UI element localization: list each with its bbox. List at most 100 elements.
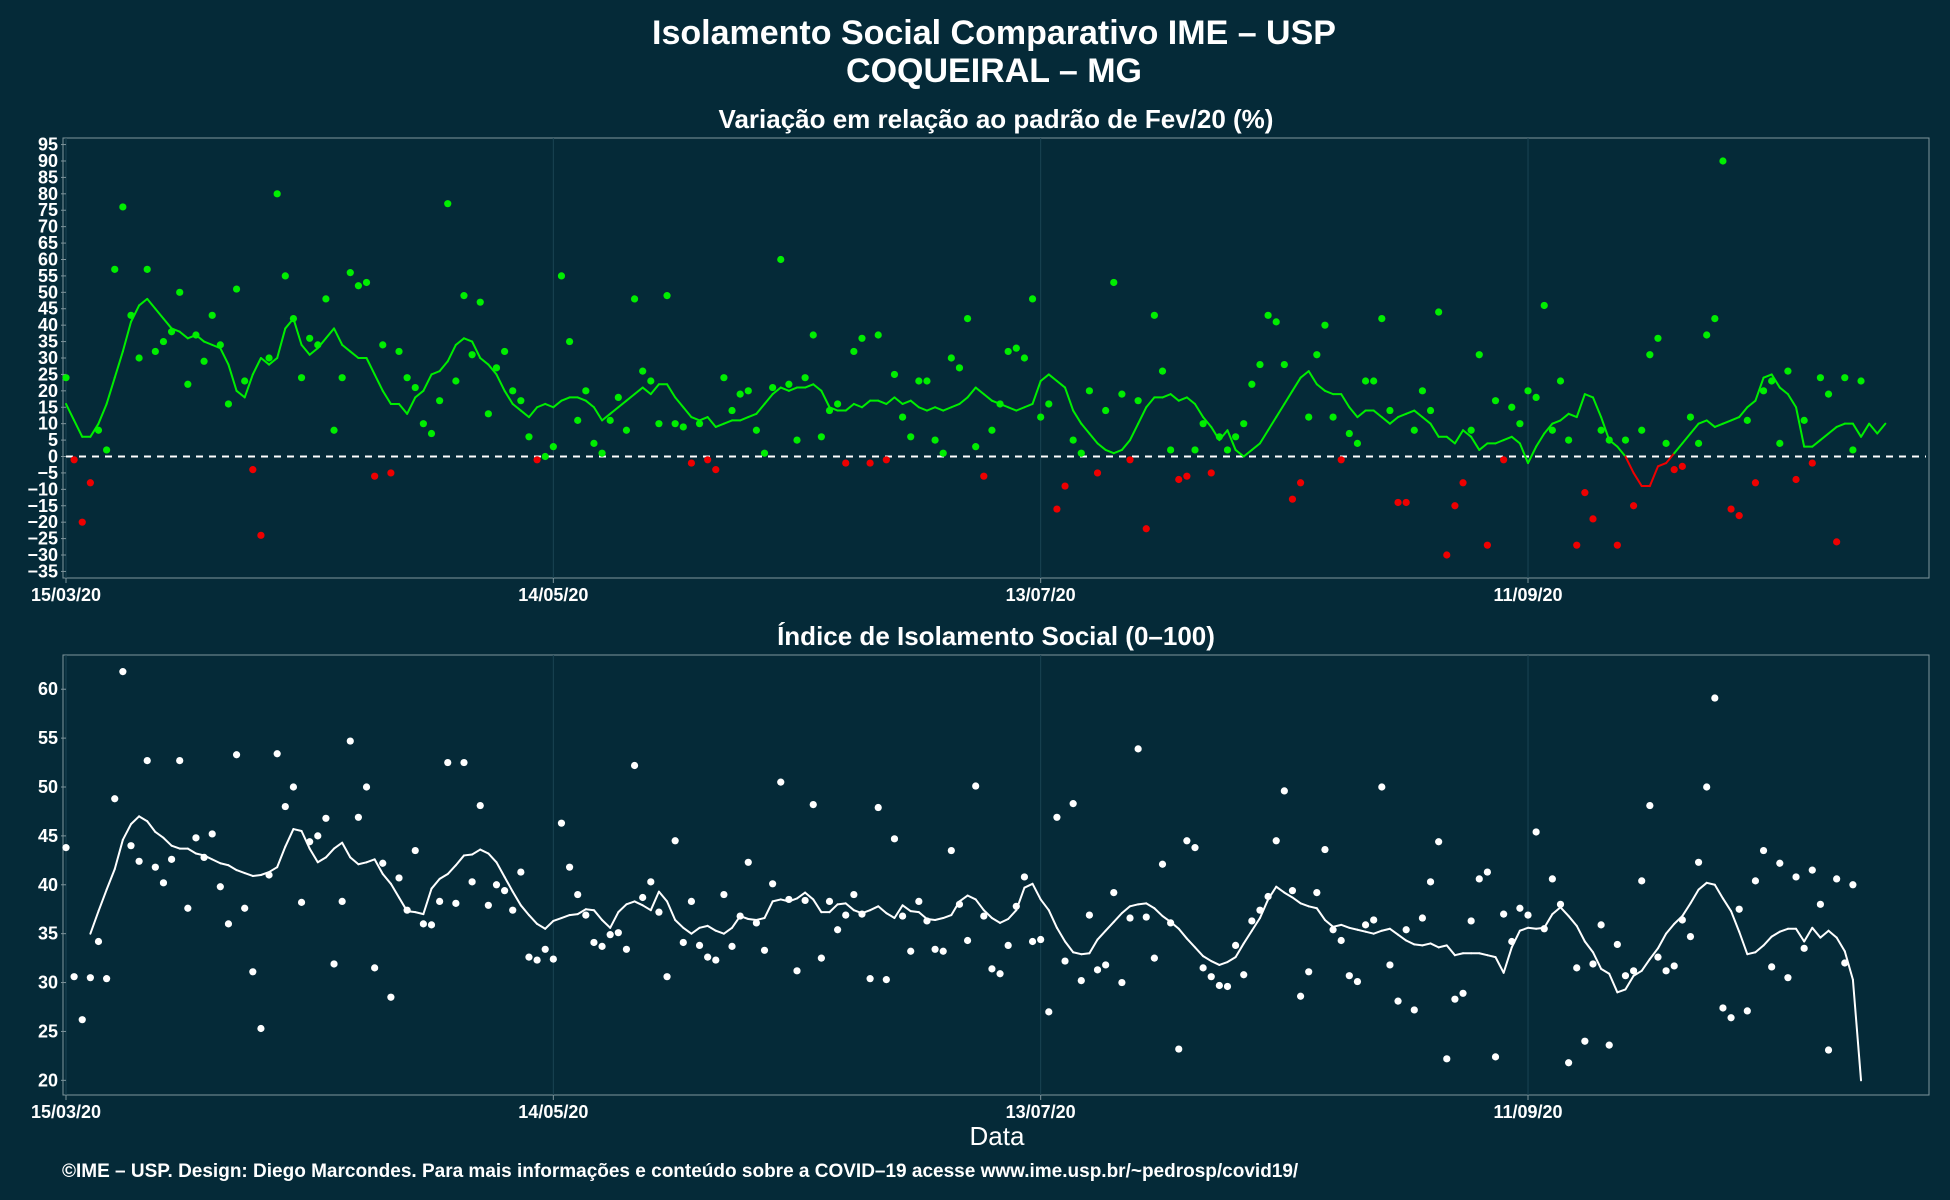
data-point — [1378, 314, 1386, 323]
index-moving-average-line — [89, 815, 1863, 1082]
data-point — [793, 436, 801, 444]
y-tick-label: −25 — [27, 529, 58, 549]
moving-average-segment — [609, 911, 620, 929]
data-point — [1483, 541, 1491, 549]
data-point — [1248, 380, 1256, 388]
moving-average-segment — [1632, 969, 1643, 977]
y-tick-label: 25 — [38, 364, 58, 384]
moving-average-segment — [1453, 429, 1465, 445]
data-point — [769, 383, 777, 392]
data-point — [265, 871, 273, 879]
data-point — [192, 834, 200, 842]
moving-average-segment — [1388, 927, 1400, 936]
data-point — [1232, 433, 1240, 441]
data-point — [192, 331, 200, 339]
y-tick-label: 75 — [38, 200, 58, 220]
data-point — [1670, 466, 1678, 474]
data-point — [411, 846, 419, 855]
moving-average-segment — [1161, 393, 1172, 399]
moving-average-segment — [966, 894, 977, 901]
data-point — [882, 976, 890, 984]
data-point — [1524, 911, 1532, 919]
data-point — [1808, 459, 1816, 467]
moving-average-segment — [1762, 373, 1773, 379]
moving-average-segment — [1778, 386, 1789, 396]
moving-average-segment — [146, 297, 157, 310]
data-point — [866, 975, 874, 983]
data-point — [1053, 505, 1061, 513]
moving-average-segment — [503, 389, 514, 405]
data-point — [1126, 914, 1134, 922]
data-point — [1386, 406, 1394, 415]
moving-average-segment — [1445, 944, 1456, 957]
data-point — [427, 921, 436, 929]
variation-x-axis: 15/03/20 14/05/20 13/07/20 11/09/20 — [31, 578, 1563, 605]
data-point — [1743, 1007, 1751, 1015]
data-point — [1759, 846, 1768, 855]
moving-average-segment — [909, 399, 920, 409]
data-point — [963, 936, 972, 945]
data-point — [1158, 367, 1167, 375]
data-point — [825, 897, 834, 906]
moving-average-segment — [471, 340, 482, 359]
moving-average-segment — [1405, 409, 1416, 415]
y-tick-label: 40 — [38, 875, 58, 895]
data-point — [988, 426, 996, 434]
data-point — [801, 374, 809, 382]
index-panel: Índice de Isolamento Social (0–100) 60 55… — [31, 621, 1930, 1151]
y-tick-label: 70 — [38, 217, 58, 237]
data-point — [1565, 436, 1573, 444]
data-point — [695, 941, 704, 950]
data-point — [996, 400, 1004, 408]
data-point — [1516, 904, 1524, 912]
data-point — [777, 255, 785, 264]
data-point — [1199, 420, 1207, 428]
moving-average-segment — [268, 866, 279, 874]
data-point — [1491, 397, 1500, 405]
moving-average-segment — [1600, 416, 1611, 442]
moving-average-segment — [1535, 432, 1546, 448]
data-point — [663, 973, 671, 981]
moving-average-segment — [365, 357, 376, 376]
moving-average-segment — [1080, 952, 1091, 956]
y-tick-label: −20 — [27, 512, 58, 532]
data-point — [1313, 351, 1321, 359]
data-point — [338, 374, 346, 382]
data-point — [1694, 439, 1703, 447]
moving-average-segment — [674, 396, 685, 409]
data-point — [1792, 873, 1800, 881]
moving-average-segment — [1648, 947, 1659, 961]
data-point — [1426, 406, 1435, 415]
data-point — [1451, 995, 1459, 1003]
moving-average-segment — [633, 386, 644, 396]
moving-average-segment — [974, 898, 985, 912]
moving-average-segment — [771, 386, 782, 396]
data-point — [1589, 960, 1597, 968]
data-point — [898, 912, 907, 920]
moving-average-segment — [495, 373, 506, 392]
data-point — [639, 893, 647, 902]
data-point — [980, 472, 988, 480]
data-point — [1353, 977, 1362, 986]
moving-average-segment — [690, 416, 701, 422]
moving-average-segment — [1372, 929, 1383, 935]
moving-average-segment — [706, 416, 717, 428]
data-point — [842, 911, 850, 919]
moving-average-segment — [1868, 422, 1879, 435]
data-point — [907, 947, 915, 955]
data-point — [484, 410, 492, 418]
data-point — [322, 814, 330, 822]
moving-average-segment — [1453, 952, 1465, 957]
x-tick-label: 11/09/20 — [1493, 1102, 1562, 1122]
data-point — [1037, 935, 1045, 944]
moving-average-segment — [1843, 950, 1854, 981]
moving-average-segment — [1567, 412, 1578, 419]
data-point — [273, 750, 281, 758]
moving-average-segment — [389, 882, 401, 899]
data-point — [314, 341, 322, 349]
data-point — [273, 190, 281, 198]
data-point — [931, 436, 939, 444]
data-point — [1232, 941, 1240, 950]
moving-average-segment — [1421, 942, 1432, 947]
moving-average-segment — [625, 900, 636, 906]
